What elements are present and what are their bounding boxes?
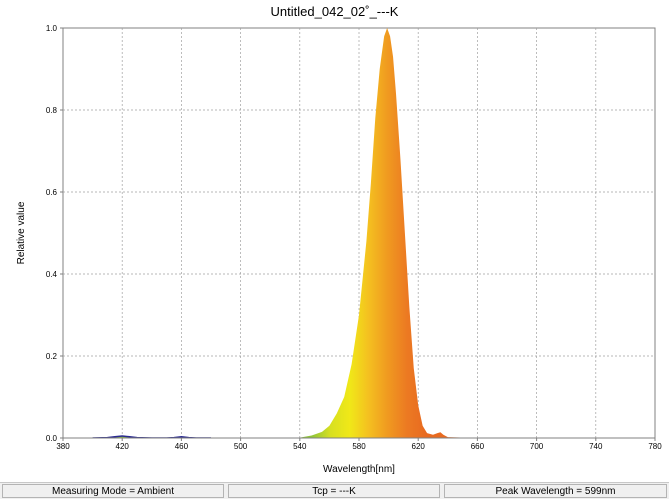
x-tick-label: 420 (116, 442, 130, 451)
y-tick-label: 0.6 (46, 188, 58, 197)
y-tick-label: 1.0 (46, 24, 58, 33)
x-tick-label: 660 (471, 442, 485, 451)
x-tick-label: 500 (234, 442, 248, 451)
x-tick-label: 620 (412, 442, 426, 451)
y-tick-label: 0.0 (46, 434, 58, 443)
tick-labels: 380 420 460 500 540 580 620 660 700 740 780 0.0 0.2 0… (46, 24, 662, 451)
y-tick-label: 0.2 (46, 352, 58, 361)
x-tick-label: 740 (589, 442, 603, 451)
status-bar: Measuring Mode = Ambient Tcp = ---K Peak… (0, 482, 669, 499)
x-tick-label: 780 (648, 442, 662, 451)
y-tick-label: 0.8 (46, 106, 58, 115)
status-measuring-mode: Measuring Mode = Ambient (2, 484, 224, 498)
x-tick-label: 380 (56, 442, 70, 451)
y-axis-label: Relative value (16, 201, 27, 264)
x-tick-label: 580 (352, 442, 366, 451)
grid (63, 28, 655, 438)
spectrum-area (63, 28, 655, 438)
x-axis-label: Wavelength[nm] (323, 464, 395, 475)
y-tick-label: 0.4 (46, 270, 58, 279)
status-tcp: Tcp = ---K (228, 484, 440, 498)
chart-title: Untitled_042_02˚_---K (270, 4, 399, 19)
x-tick-label: 460 (175, 442, 189, 451)
status-peak-wavelength: Peak Wavelength = 599nm (444, 484, 667, 498)
data-layer (63, 28, 655, 438)
spectrum-plot: 380 420 460 500 540 580 620 660 700 740 780 0.0 0.2 0… (16, 24, 662, 475)
x-tick-label: 700 (530, 442, 544, 451)
x-tick-label: 540 (293, 442, 307, 451)
